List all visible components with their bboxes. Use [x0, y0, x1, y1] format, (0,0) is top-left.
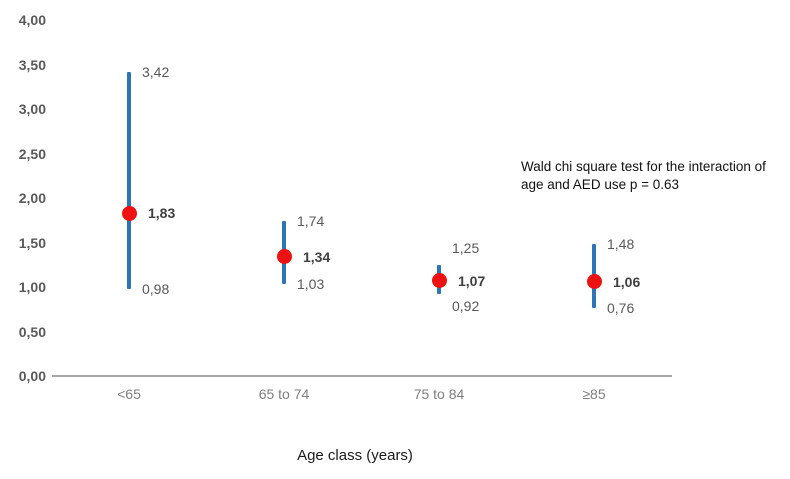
data-point-marker	[121, 205, 137, 221]
ci-lower-label: 0,92	[452, 298, 480, 315]
error-bar	[127, 71, 131, 289]
ci-upper-label: 1,48	[607, 236, 635, 253]
x-tick-label: 65 to 74	[258, 386, 310, 402]
annotation-text: Wald chi square test for the interaction…	[521, 158, 790, 194]
ci-lower-label: 0,76	[607, 300, 635, 317]
y-tick-label: 0,00	[18, 368, 46, 384]
data-point-marker	[276, 249, 292, 265]
y-tick-label: 2,50	[18, 145, 46, 162]
ci-lower-label: 0,98	[142, 280, 170, 297]
ci-upper-label: 1,74	[297, 213, 325, 230]
x-axis-line	[52, 375, 672, 377]
ci-lower-label: 1,03	[297, 276, 325, 293]
y-tick-label: 0,50	[18, 323, 46, 340]
ci-upper-label: 1,25	[452, 239, 480, 256]
x-axis-title: Age class (years)	[297, 447, 413, 464]
annotation-line-1: Wald chi square test for the interaction…	[521, 159, 766, 174]
data-point-marker	[586, 274, 602, 290]
x-tick-label: ≥85	[582, 386, 606, 402]
x-tick-label: 75 to 84	[413, 386, 465, 402]
y-tick-label: 1,50	[18, 234, 46, 251]
x-tick-label: <65	[117, 386, 141, 402]
data-point-marker	[431, 273, 447, 289]
estimate-label: 1,34	[303, 248, 331, 265]
estimate-label: 1,06	[613, 273, 641, 290]
y-tick-label: 2,00	[18, 190, 46, 207]
estimate-label: 1,07	[458, 272, 486, 289]
ci-upper-label: 3,42	[142, 63, 170, 80]
y-tick-label: 1,00	[18, 279, 46, 296]
y-tick-label: 3,00	[18, 101, 46, 118]
estimate-label: 1,83	[148, 205, 176, 222]
y-tick-label: 4,00	[18, 12, 46, 29]
y-tick-label: 3,50	[18, 56, 46, 73]
annotation-line-2: age and AED use p = 0.63	[521, 177, 679, 192]
